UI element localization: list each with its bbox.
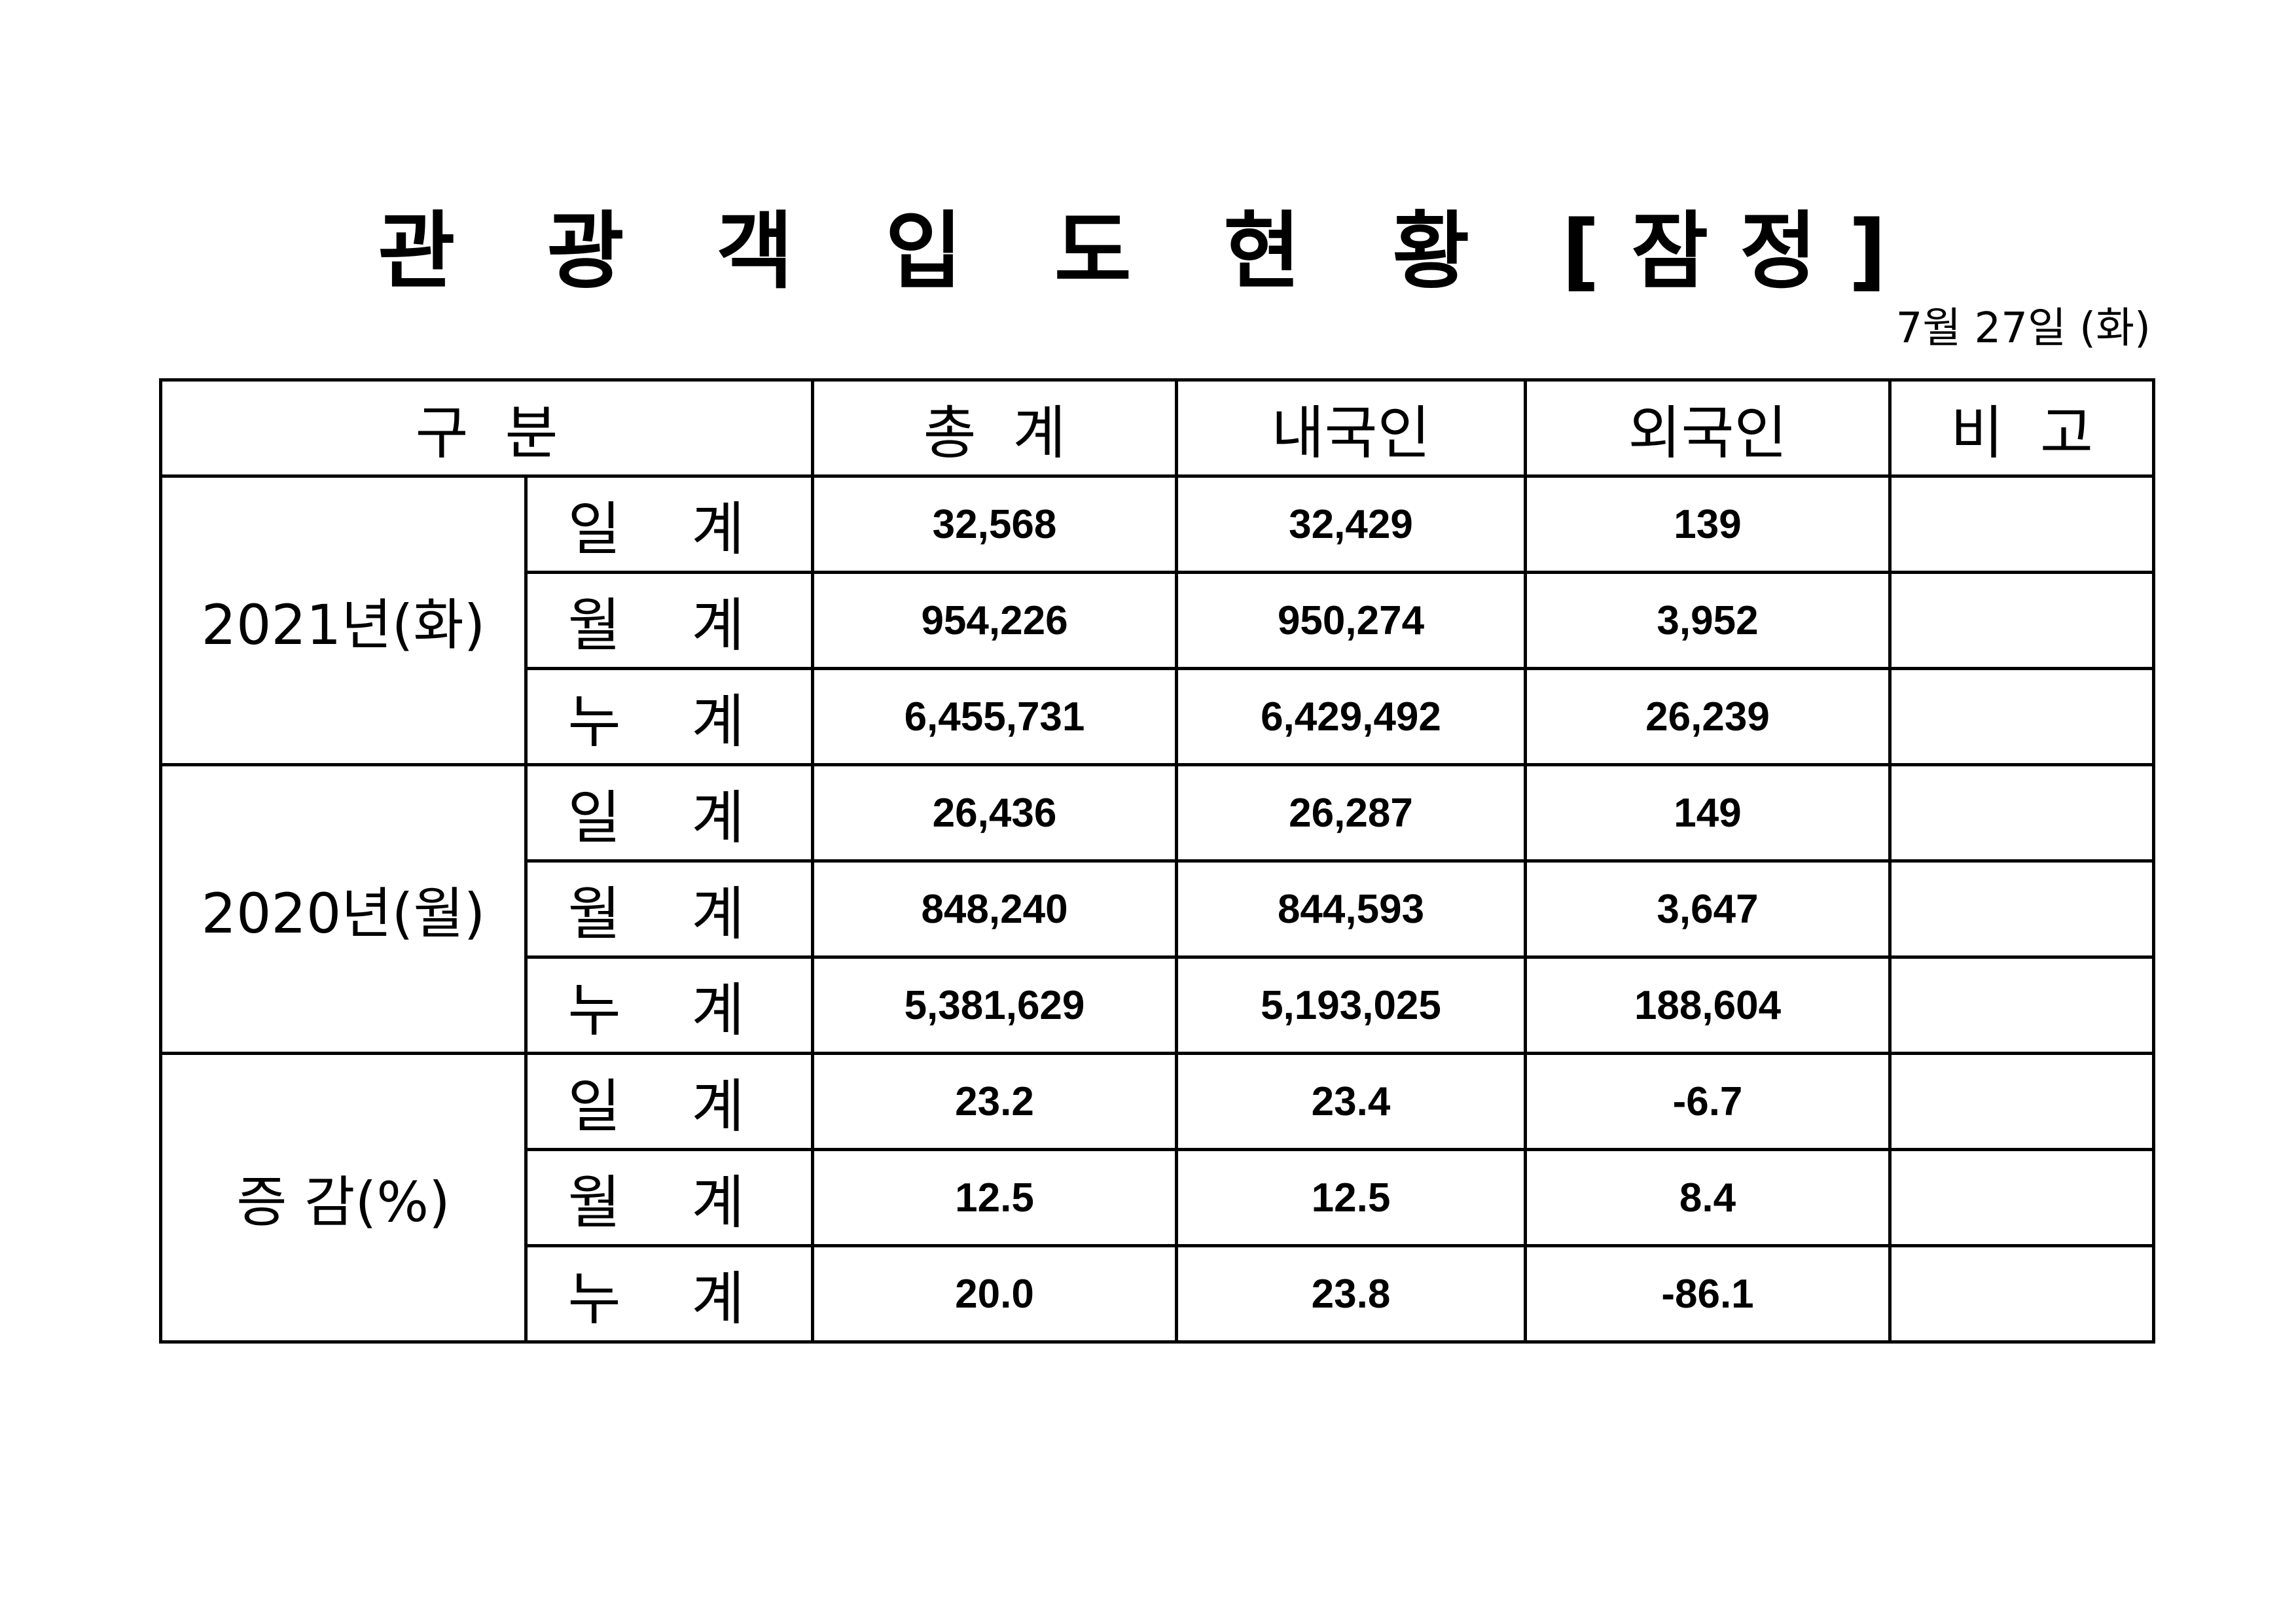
domestic-cell: 23.8 bbox=[1175, 1244, 1527, 1344]
header-row: 구 분 총 계 내국인 외국인 비 고 bbox=[159, 378, 2155, 478]
total-cell: 23.2 bbox=[811, 1052, 1178, 1151]
total-cell: 32,568 bbox=[811, 474, 1178, 574]
table-row: 증 감(%) 일 계 23.2 23.4 -6.7 bbox=[159, 1052, 2155, 1344]
period-label: 월 계 bbox=[524, 571, 814, 670]
group-label: 2021년(화) bbox=[159, 474, 528, 766]
total-cell: 5,381,629 bbox=[811, 955, 1178, 1055]
total-cell: 954,226 bbox=[811, 571, 1178, 670]
table-row: 누 계 20.0 23.8 -86.1 bbox=[161, 1244, 2155, 1344]
note-cell bbox=[1888, 667, 2155, 766]
table-row: 누 계 6,455,731 6,429,492 26,239 bbox=[161, 667, 2155, 766]
total-cell: 26,436 bbox=[811, 763, 1178, 863]
table-row: 2020년(월) 일 계 26,436 26,287 149 bbox=[159, 763, 2155, 1055]
domestic-cell: 23.4 bbox=[1175, 1052, 1527, 1151]
foreign-cell: -6.7 bbox=[1524, 1052, 1892, 1151]
domestic-cell: 6,429,492 bbox=[1175, 667, 1527, 766]
header-category: 구 분 bbox=[159, 378, 814, 478]
note-cell bbox=[1888, 474, 2155, 574]
header-total: 총 계 bbox=[811, 378, 1178, 478]
period-label: 일 계 bbox=[524, 1052, 814, 1151]
foreign-cell: 188,604 bbox=[1524, 955, 1892, 1055]
foreign-cell: 149 bbox=[1524, 763, 1892, 863]
domestic-cell: 32,429 bbox=[1175, 474, 1527, 574]
page-title: 관 광 객 입 도 현 황 [잠정] bbox=[378, 203, 1918, 300]
header-note: 비 고 bbox=[1888, 378, 2155, 478]
note-cell bbox=[1888, 955, 2155, 1055]
report-date: 7월 27일 (화) bbox=[1895, 304, 2151, 353]
note-cell bbox=[1888, 763, 2155, 863]
total-cell: 12.5 bbox=[811, 1148, 1178, 1247]
total-cell: 20.0 bbox=[811, 1244, 1178, 1344]
domestic-cell: 12.5 bbox=[1175, 1148, 1527, 1247]
group-label: 2020년(월) bbox=[159, 763, 528, 1055]
header-domestic: 내국인 bbox=[1175, 378, 1527, 478]
header-foreign: 외국인 bbox=[1524, 378, 1892, 478]
period-label: 일 계 bbox=[524, 763, 814, 863]
note-cell bbox=[1888, 571, 2155, 670]
group-label: 증 감(%) bbox=[159, 1052, 528, 1344]
period-label: 누 계 bbox=[524, 955, 814, 1055]
foreign-cell: -86.1 bbox=[1524, 1244, 1892, 1344]
period-label: 누 계 bbox=[524, 667, 814, 766]
domestic-cell: 5,193,025 bbox=[1175, 955, 1527, 1055]
period-label: 월 계 bbox=[524, 1148, 814, 1247]
foreign-cell: 26,239 bbox=[1524, 667, 1892, 766]
domestic-cell: 844,593 bbox=[1175, 859, 1527, 959]
domestic-cell: 26,287 bbox=[1175, 763, 1527, 863]
table-row: 누 계 5,381,629 5,193,025 188,604 bbox=[161, 955, 2155, 1055]
note-cell bbox=[1888, 1148, 2155, 1247]
total-cell: 6,455,731 bbox=[811, 667, 1178, 766]
foreign-cell: 3,952 bbox=[1524, 571, 1892, 670]
table-row: 월 계 848,240 844,593 3,647 bbox=[161, 859, 2155, 959]
table-row: 2021년(화) 일 계 32,568 32,429 139 bbox=[159, 474, 2155, 766]
domestic-cell: 950,274 bbox=[1175, 571, 1527, 670]
note-cell bbox=[1888, 1244, 2155, 1344]
table-row: 월 계 954,226 950,274 3,952 bbox=[161, 571, 2155, 670]
foreign-cell: 3,647 bbox=[1524, 859, 1892, 959]
period-label: 누 계 bbox=[524, 1244, 814, 1344]
total-cell: 848,240 bbox=[811, 859, 1178, 959]
table-row: 월 계 12.5 12.5 8.4 bbox=[161, 1148, 2155, 1247]
tourist-arrivals-table: 구 분 총 계 내국인 외국인 비 고 2021년(화) 일 계 32,568 32,… bbox=[159, 378, 2155, 1344]
note-cell bbox=[1888, 1052, 2155, 1151]
period-label: 월 계 bbox=[524, 859, 814, 959]
foreign-cell: 139 bbox=[1524, 474, 1892, 574]
foreign-cell: 8.4 bbox=[1524, 1148, 1892, 1247]
period-label: 일 계 bbox=[524, 474, 814, 574]
note-cell bbox=[1888, 859, 2155, 959]
